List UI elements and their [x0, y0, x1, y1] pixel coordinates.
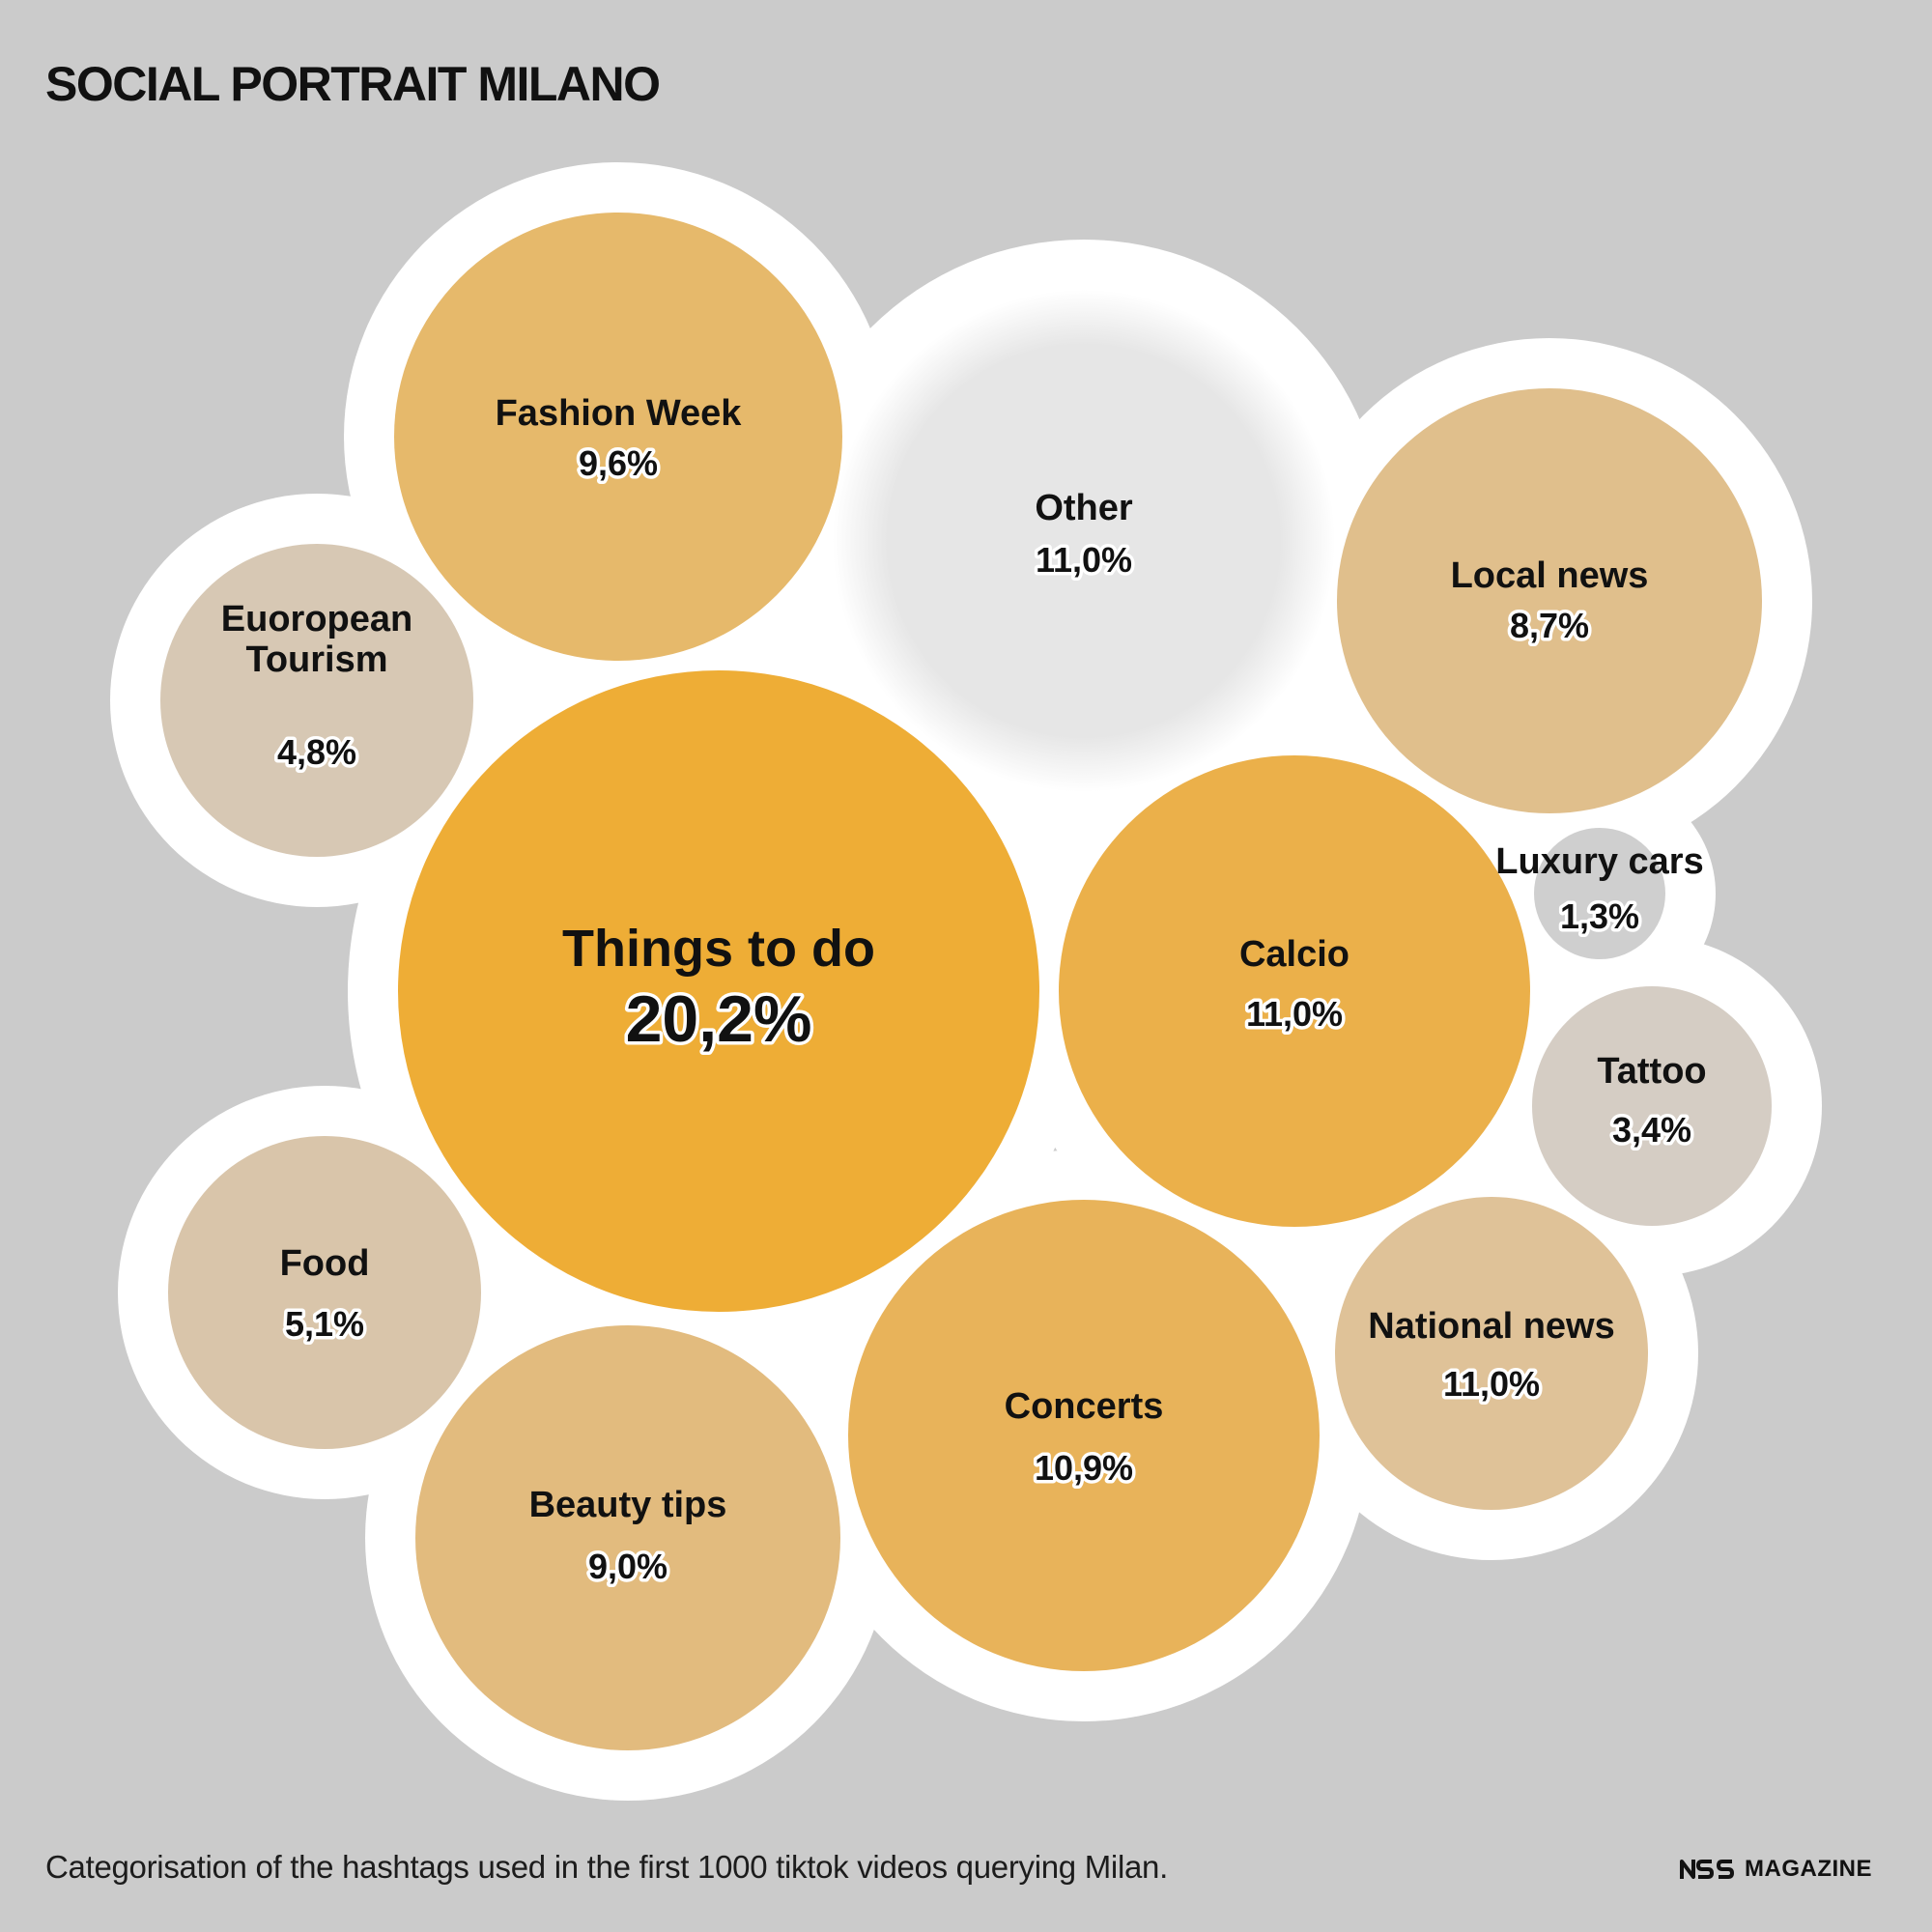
bubble-value-food: 5,1% — [285, 1304, 364, 1344]
bubble-value-local-news: 8,7% — [1510, 606, 1589, 645]
brand-text: MAGAZINE — [1745, 1856, 1872, 1882]
bubble-label-euoropean-tourism: Euoropean Tourism — [221, 599, 412, 680]
bubble-label-things-to-do: Things to do — [562, 920, 875, 978]
bubble-luxury-cars — [1534, 828, 1665, 959]
chart-title: SOCIAL PORTRAIT MILANO — [45, 57, 661, 111]
bubble-beauty-tips — [415, 1325, 840, 1750]
bubble-value-euoropean-tourism: 4,8% — [277, 732, 356, 772]
bubble-label-tattoo: Tattoo — [1597, 1051, 1706, 1092]
bubble-value-tattoo: 3,4% — [1612, 1110, 1691, 1150]
bubble-label-calcio: Calcio — [1239, 934, 1350, 975]
bubble-label-other: Other — [1035, 488, 1133, 528]
bubble-value-other: 11,0% — [1036, 540, 1132, 580]
brand-logo: MAGAZINE — [1679, 1856, 1872, 1883]
nss-logo-icon — [1680, 1860, 1735, 1879]
bubble-layer — [160, 213, 1772, 1750]
chart-caption: Categorisation of the hashtags used in t… — [45, 1849, 1168, 1885]
bubble-value-things-to-do: 20,2% — [626, 982, 812, 1056]
bubble-value-national-news: 11,0% — [1443, 1364, 1540, 1404]
bubble-label-food: Food — [280, 1243, 370, 1284]
bubble-value-concerts: 10,9% — [1035, 1448, 1133, 1488]
bubble-local-news — [1337, 388, 1762, 813]
bubble-value-luxury-cars: 1,3% — [1560, 896, 1639, 936]
bubble-label-luxury-cars: Luxury cars — [1495, 841, 1703, 882]
bubble-things-to-do — [398, 670, 1039, 1312]
bubble-label-fashion-week: Fashion Week — [496, 393, 743, 434]
bubble-label-beauty-tips: Beauty tips — [529, 1485, 727, 1525]
bubble-calcio — [1059, 755, 1530, 1227]
bubble-concerts — [848, 1200, 1320, 1671]
bubble-fashion-week — [394, 213, 842, 661]
bubble-other — [833, 290, 1335, 792]
bubble-euoropean-tourism — [160, 544, 473, 857]
bubble-value-beauty-tips: 9,0% — [588, 1547, 668, 1586]
bubble-label-national-news: National news — [1368, 1306, 1615, 1347]
bubble-value-calcio: 11,0% — [1246, 994, 1343, 1034]
bubble-national-news — [1335, 1197, 1648, 1510]
bubble-value-fashion-week: 9,6% — [579, 443, 658, 483]
bubble-label-local-news: Local news — [1451, 555, 1649, 596]
bubble-food — [168, 1136, 481, 1449]
bubble-label-concerts: Concerts — [1005, 1386, 1164, 1427]
bubble-tattoo — [1532, 986, 1772, 1226]
